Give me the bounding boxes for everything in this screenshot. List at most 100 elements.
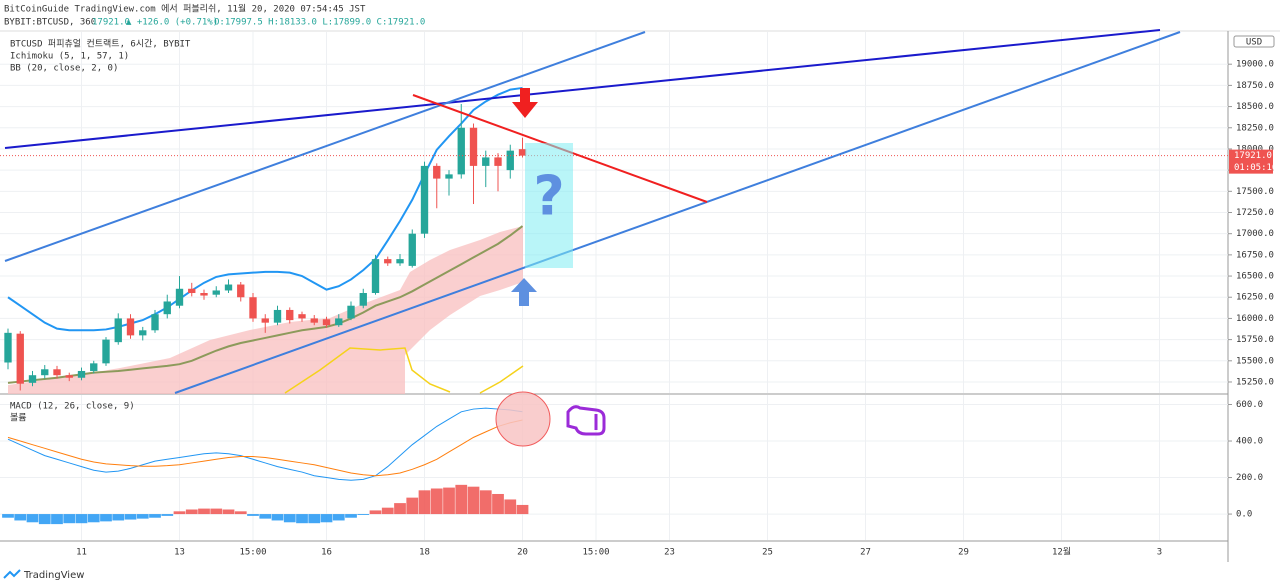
candle-body [77,370,86,378]
x-tick-label: 3 [1157,548,1162,558]
trend-line [174,31,1181,394]
plot [0,86,1228,525]
countdown: 01:05:16 [1234,163,1277,173]
y-tick-label: 0.0 [1236,510,1252,520]
x-tick-label: 16 [321,548,332,558]
macd-line [7,419,523,477]
histogram-bar [320,514,333,523]
currency: USD [1246,38,1262,48]
symbol: BYBIT:BTCUSD, 360 [4,18,96,28]
candle-body [335,318,343,326]
histogram-bar [406,497,419,515]
pointing-hand [566,405,606,436]
y-tick-label: 600.0 [1236,400,1263,410]
candle-body [163,301,171,315]
histogram-bar [234,511,247,515]
histogram-bar [185,509,198,515]
x-tick-label: 11 [76,548,87,558]
candle-body [396,259,404,264]
x-tick-label: 20 [517,548,528,558]
candle-body [298,314,306,319]
x-tick-label: 12월 [1052,546,1071,558]
histogram-bar [100,514,112,522]
histogram-bar [87,514,100,523]
candle-body [371,259,380,294]
histogram-bar [492,493,504,515]
x-tick-label: 23 [664,548,675,558]
y-tick-label: 16500.0 [1236,272,1274,282]
candle-body [506,150,514,171]
candle-body [359,293,367,306]
y-tick-label: 17250.0 [1236,208,1274,218]
histogram-bar [161,514,174,516]
last-price-box [1229,149,1273,174]
candle-body [4,332,12,363]
candle-body [322,319,331,326]
y-tick-label: 15500.0 [1236,356,1274,366]
ichimoku-line [479,365,524,394]
candle-body [90,363,98,371]
histogram-bar [332,514,345,521]
y-tick-label: 17500.0 [1236,187,1274,197]
candle-body [261,318,269,323]
candle-body [286,309,294,321]
y-tick-label: 400.0 [1236,437,1263,447]
legend-item: BB (20, close, 2, 0) [10,64,118,74]
histogram-bar [124,514,137,520]
histogram-bar [271,514,284,521]
histogram-bar [296,514,308,524]
candle-body [347,305,355,319]
brand: TradingView [3,569,84,581]
x-tick-label: 29 [958,548,969,558]
candle-body [41,369,49,376]
arrow-up [511,278,537,306]
histogram-bar [112,514,125,521]
candle-body [482,157,490,166]
candle-body [420,165,429,234]
legend: BTCUSD 퍼피츄얼 컨트랙트, 6시간, BYBIT Ichimoku (5… [10,39,191,424]
last-price-label: 17921.0 [1234,151,1272,161]
legend-item: BTCUSD 퍼피츄얼 컨트랙트, 6시간, BYBIT [10,39,191,50]
candle-body [212,290,220,295]
x-tick-label: 25 [762,548,773,558]
histogram-bar [136,514,149,519]
y-tick-label: 16000.0 [1236,314,1274,324]
candle-body [151,314,159,331]
ichimoku-line [284,347,451,394]
macd-line [7,407,523,481]
candle-body [408,233,416,266]
histogram-bar [418,490,431,515]
histogram-bar [467,486,480,515]
histogram-bar [430,488,443,515]
candle-body [16,333,24,384]
histogram-bar [26,514,39,523]
histogram-bar [247,514,259,516]
candle-body [310,318,318,323]
arrow-down [512,88,538,118]
histogram-bar [455,484,468,515]
y-tick-label: 18500.0 [1236,102,1274,112]
x-tick-label: 18 [419,548,430,558]
histogram-bar [51,514,63,525]
histogram-bar [149,514,161,518]
candle-body [53,369,61,376]
histogram-bar [479,490,492,515]
candle-body [126,318,135,336]
histogram-bar [504,499,517,515]
brand-logo [3,569,21,579]
trend-line [4,31,646,262]
candle-body [273,309,282,323]
y-tick-label: 17000.0 [1236,229,1274,239]
candle-body [114,318,122,343]
candle-body [445,174,453,179]
candle-body [237,284,245,298]
candle-body [249,297,257,319]
question-mark: ? [533,165,564,228]
candle-body [433,165,441,179]
y-tick-label: 15250.0 [1236,377,1274,387]
histogram-bar [14,514,27,521]
publisher: BitCoinGuide TradingView.com 에서 퍼블리쉬, 11… [4,3,366,15]
histogram-bar [173,511,186,515]
highlight-circle [495,391,551,447]
